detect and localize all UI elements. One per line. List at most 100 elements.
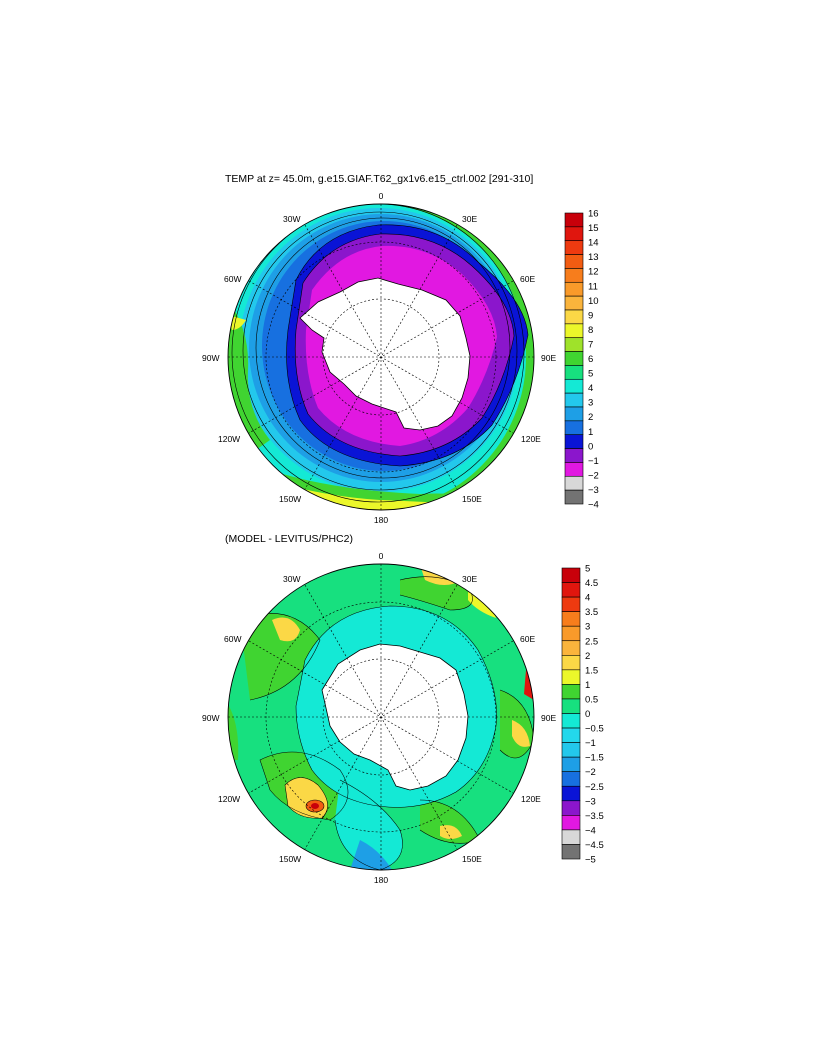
colorbar-label: 6 xyxy=(588,354,593,365)
lon-label-150w: 150W xyxy=(279,494,301,504)
colorbar-label: −2.5 xyxy=(585,782,604,793)
colorbar-label: 16 xyxy=(588,209,599,220)
lon-label-30e: 30E xyxy=(462,574,477,584)
colorbar-label: 4 xyxy=(585,593,590,604)
lon-label-150e: 150E xyxy=(462,494,482,504)
lon-label-120w: 120W xyxy=(218,794,240,804)
lon-label-150e: 150E xyxy=(462,854,482,864)
colorbar-label: −2 xyxy=(585,767,596,778)
colorbar-label: 4.5 xyxy=(585,578,598,589)
lon-label-0: 0 xyxy=(379,551,384,561)
top-panel-title: TEMP at z= 45.0m, g.e15.GIAF.T62_gx1v6.e… xyxy=(225,173,534,185)
colorbar-swatch xyxy=(561,844,581,860)
colorbar-label: 8 xyxy=(588,325,593,336)
colorbar-swatch xyxy=(564,406,584,422)
colorbar-label: −4.5 xyxy=(585,840,604,851)
lon-label-150w: 150W xyxy=(279,854,301,864)
colorbar-label: −1.5 xyxy=(585,753,604,764)
colorbar-label: 7 xyxy=(588,339,593,350)
lon-label-60w: 60W xyxy=(224,274,241,284)
colorbar-swatch xyxy=(561,582,581,598)
colorbar-label: −1 xyxy=(588,456,599,467)
colorbar-swatch xyxy=(564,420,584,436)
colorbar-label: 5 xyxy=(585,564,590,575)
colorbar-swatch xyxy=(564,392,584,408)
colorbar-label: 3 xyxy=(588,398,593,409)
bottom-lon-labels: 0 180 90W 90E 30W 60W 30E 60E 120W 150W … xyxy=(202,551,556,885)
lon-label-180: 180 xyxy=(374,875,388,885)
lon-label-90e: 90E xyxy=(541,713,556,723)
colorbar-swatch xyxy=(564,475,584,491)
lon-label-0: 0 xyxy=(379,191,384,201)
colorbar-label: −3.5 xyxy=(585,811,604,822)
colorbar-label: 2.5 xyxy=(585,636,598,647)
lon-label-30e: 30E xyxy=(462,214,477,224)
bottom-colorbar: 5 4.5 4 3.5 3 2.5 2 1.5 1 0.5 0 −0.5 −1 −1.5 −2 −2.5 −3 −… xyxy=(561,564,604,866)
colorbar-swatch xyxy=(564,489,584,505)
colorbar-swatch xyxy=(564,268,584,283)
colorbar-label: −1 xyxy=(585,738,596,749)
colorbar-swatch xyxy=(561,567,581,583)
colorbar-label: 11 xyxy=(588,281,598,292)
colorbar-label: 5 xyxy=(588,369,593,380)
lon-label-90w: 90W xyxy=(202,713,219,723)
colorbar-label: 4 xyxy=(588,383,593,394)
bottom-polar-map xyxy=(227,563,535,871)
colorbar-label: −3 xyxy=(585,796,596,807)
top-lon-labels: 0 180 90W 90E 30W 60W 30E 60E 120W 150W … xyxy=(202,191,556,525)
lon-label-60w: 60W xyxy=(224,634,241,644)
lon-label-120e: 120E xyxy=(521,434,541,444)
colorbar-swatch xyxy=(564,323,584,339)
colorbar-swatch xyxy=(561,596,581,612)
colorbar-label: 0 xyxy=(585,709,590,720)
colorbar-label: 1 xyxy=(585,680,590,691)
colorbar-swatch xyxy=(564,365,584,380)
colorbar-swatch xyxy=(561,800,581,816)
colorbar-label: 14 xyxy=(588,238,599,249)
colorbar-label: 3 xyxy=(585,622,590,633)
colorbar-swatch xyxy=(561,829,581,845)
colorbar-swatch xyxy=(561,713,581,729)
bottom-panel-title: (MODEL - LEVITUS/PHC2) xyxy=(225,533,353,545)
lon-label-90e: 90E xyxy=(541,353,556,363)
top-polar-map xyxy=(227,203,535,511)
colorbar-swatch xyxy=(564,254,584,269)
colorbar-swatch xyxy=(564,240,584,255)
colorbar-swatch xyxy=(561,727,581,743)
colorbar-label: 10 xyxy=(588,296,599,307)
colorbar-label: −5 xyxy=(585,855,596,866)
colorbar-label: 0.5 xyxy=(585,694,598,705)
lon-label-120e: 120E xyxy=(521,794,541,804)
colorbar-swatch xyxy=(561,625,581,642)
lon-label-120w: 120W xyxy=(218,434,240,444)
colorbar-swatch xyxy=(564,448,584,463)
colorbar-swatch xyxy=(564,295,584,311)
lon-label-60e: 60E xyxy=(520,634,535,644)
colorbar-swatch xyxy=(564,281,584,297)
colorbar-swatch xyxy=(561,611,581,627)
colorbar-swatch xyxy=(564,337,584,352)
colorbar-label: 1 xyxy=(588,427,593,438)
colorbar-label: 0 xyxy=(588,441,593,452)
colorbar-swatch xyxy=(561,785,581,802)
colorbar-label: −3 xyxy=(588,485,599,496)
colorbar-label: 2 xyxy=(588,412,593,423)
colorbar-swatch xyxy=(561,684,581,700)
colorbar-label: 13 xyxy=(588,252,599,263)
lon-label-180: 180 xyxy=(374,515,388,525)
lon-label-60e: 60E xyxy=(520,274,535,284)
colorbar-label: −0.5 xyxy=(585,724,604,735)
colorbar-swatch xyxy=(561,654,581,671)
colorbar-swatch xyxy=(564,434,584,449)
lon-label-90w: 90W xyxy=(202,353,219,363)
colorbar-swatch xyxy=(561,815,581,831)
colorbar-label: −4 xyxy=(585,825,596,836)
colorbar-swatch xyxy=(564,212,584,228)
colorbar-label: 12 xyxy=(588,267,599,278)
colorbar-swatch xyxy=(561,640,581,656)
lon-label-30w: 30W xyxy=(283,214,300,224)
colorbar-swatch xyxy=(561,756,581,773)
colorbar-swatch xyxy=(561,771,581,787)
